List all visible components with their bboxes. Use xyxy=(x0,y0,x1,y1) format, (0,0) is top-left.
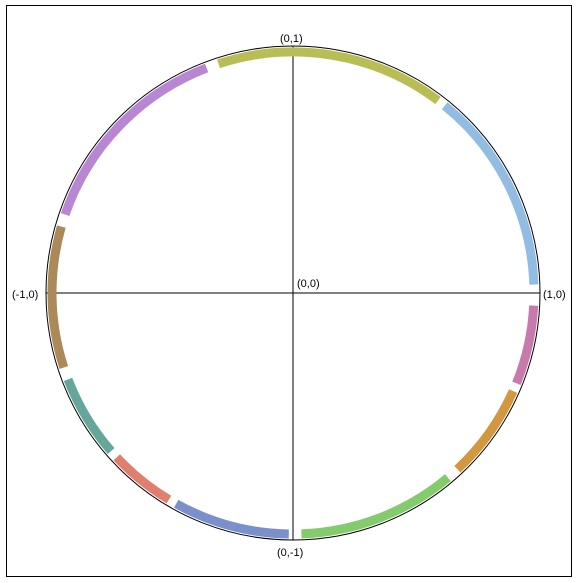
arc-segment-sky xyxy=(441,102,539,285)
arc-segment-green xyxy=(301,474,451,539)
arc-segments xyxy=(47,47,539,539)
diagram-frame xyxy=(6,5,572,577)
arc-segment-pink xyxy=(512,305,539,385)
label-bottom: (0,-1) xyxy=(277,547,303,559)
arc-segment-blue xyxy=(173,499,289,539)
arc-segment-purple xyxy=(60,63,209,217)
arc-segment-olive xyxy=(217,47,441,105)
label-left: (-1,0) xyxy=(12,289,38,301)
label-right: (1,0) xyxy=(543,289,566,301)
arc-segment-teal xyxy=(63,377,115,455)
arc-segment-orange xyxy=(454,389,518,473)
unit-circle xyxy=(45,45,541,541)
label-top: (0,1) xyxy=(280,33,303,45)
arc-segment-red xyxy=(113,454,172,504)
label-center: (0,0) xyxy=(297,278,320,290)
arc-segment-brown xyxy=(47,225,69,369)
